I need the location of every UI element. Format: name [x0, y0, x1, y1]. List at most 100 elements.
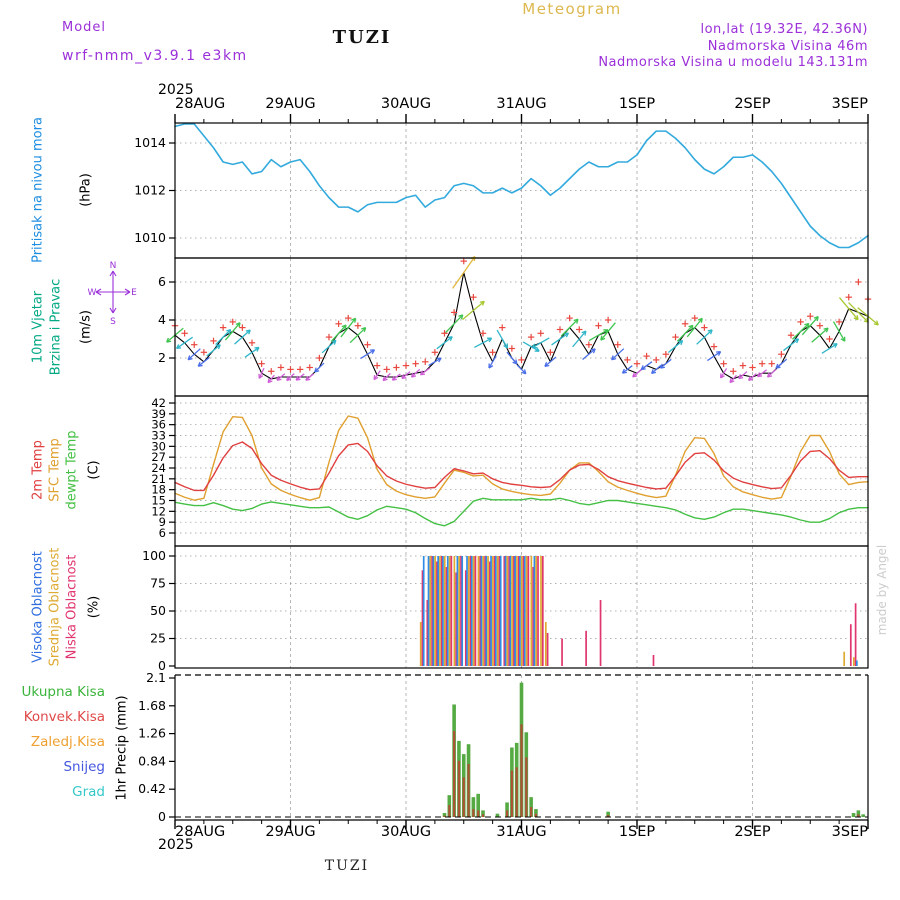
plot-element: [748, 378, 754, 381]
plot-element: [821, 343, 838, 354]
plot-element: [391, 373, 401, 381]
y-tick-label: 6: [159, 526, 166, 540]
plot-element: [506, 351, 518, 365]
plot-element: [748, 373, 757, 381]
plot-element: [843, 651, 846, 666]
date-label-bottom: 29AUG: [265, 824, 315, 840]
plot-element: [516, 364, 527, 375]
plot-element: [530, 807, 533, 817]
plot-element: [509, 556, 512, 666]
date-label-top: 30AUG: [381, 96, 431, 112]
plot-element: [534, 813, 538, 817]
plot-element: [477, 556, 480, 666]
plot-element: [651, 364, 662, 374]
model-name: wrf-nmm_v3.9.1 e3km: [62, 48, 248, 64]
plot-element: [504, 556, 507, 666]
plot-element: [466, 556, 468, 666]
plot-element: [314, 362, 325, 373]
plot-element: [667, 340, 684, 354]
hail-label: Grad: [72, 784, 105, 800]
plot-element: [525, 757, 528, 817]
plot-element: [536, 347, 540, 352]
plot-element: [793, 338, 799, 341]
station-footer: TUZI: [324, 858, 370, 874]
y-tick-label: 2: [158, 350, 166, 365]
plot-element: [176, 336, 194, 349]
date-label-bottom: 1SEP: [619, 824, 656, 840]
plot-element: [757, 375, 763, 378]
y-tick-label: 21: [151, 472, 166, 486]
plot-element: [481, 814, 485, 817]
y-tick-label: 36: [151, 418, 166, 432]
plot-element: [235, 322, 241, 325]
plot-element: [505, 802, 509, 817]
y-tick-label: 30: [151, 439, 166, 453]
y-tick-label: 75: [150, 576, 166, 591]
plot-element: [445, 567, 448, 666]
plot-element: [267, 374, 275, 384]
plot-element: [505, 810, 509, 817]
plot-element: [341, 324, 347, 328]
plot-element: [607, 815, 610, 817]
plot-element: [720, 375, 725, 379]
plot-element: [551, 332, 569, 346]
plot-element: [447, 336, 453, 339]
plot-element: [392, 378, 397, 381]
plot-element: [855, 660, 858, 666]
y-tick-label: 1.26: [138, 726, 166, 741]
snow-label: Snijeg: [63, 759, 105, 775]
plot-element: [775, 358, 788, 369]
plot-element: [496, 329, 508, 349]
year-top: 2025: [158, 82, 194, 98]
plot-element: [436, 336, 453, 350]
plot-element: [443, 815, 446, 817]
plot-element: [382, 378, 388, 382]
plot-element: [640, 361, 653, 371]
plot-element: [461, 556, 464, 666]
plot-element: [606, 811, 610, 817]
plot-element: [696, 329, 713, 345]
plot-element: [467, 556, 470, 666]
plot-element: [472, 556, 475, 666]
plot-element: [527, 556, 530, 666]
plot-element: [411, 368, 421, 378]
plot-element: [506, 556, 509, 666]
freezing-rain-label: Zaledj.Kisa: [30, 734, 105, 750]
plot-element: [537, 556, 539, 666]
plot-element: [707, 351, 721, 362]
plot-element: [174, 441, 869, 492]
plot-element: [622, 371, 628, 374]
plot-element: [783, 338, 799, 352]
y-tick-label: 2.1: [146, 670, 166, 685]
plot-element: [697, 317, 703, 321]
plot-element: [198, 364, 203, 367]
plot-element: [470, 556, 473, 666]
plot-element: [811, 327, 829, 343]
plot-element: [457, 760, 461, 817]
plot-element: [428, 357, 442, 366]
plot-element: [851, 813, 856, 817]
plot-element: [492, 556, 494, 666]
plot-element: [775, 366, 781, 369]
plot-element: [600, 337, 606, 341]
plot-element: [448, 805, 451, 817]
plot-element: [652, 655, 655, 666]
plot-element: [517, 556, 520, 666]
y-tick-label: 25: [150, 631, 166, 646]
y-tick-label: 0: [158, 658, 166, 673]
plot-element: [373, 376, 379, 381]
plot-element: [479, 300, 485, 303]
plot-element: [729, 380, 735, 384]
y-tick-label: 42: [151, 396, 166, 410]
y-tick-label: 9: [159, 515, 166, 529]
date-label-top: 29AUG: [265, 96, 315, 112]
plot-element: [511, 556, 513, 666]
plot-element: [495, 556, 497, 666]
y-tick-label: 1.68: [138, 698, 166, 713]
plot-element: [453, 730, 456, 817]
plot-element: [442, 556, 444, 666]
plot-element: [450, 556, 453, 666]
y-tick-label: 6: [158, 274, 166, 289]
plot-element: [258, 375, 264, 379]
plot-element: [420, 373, 426, 376]
